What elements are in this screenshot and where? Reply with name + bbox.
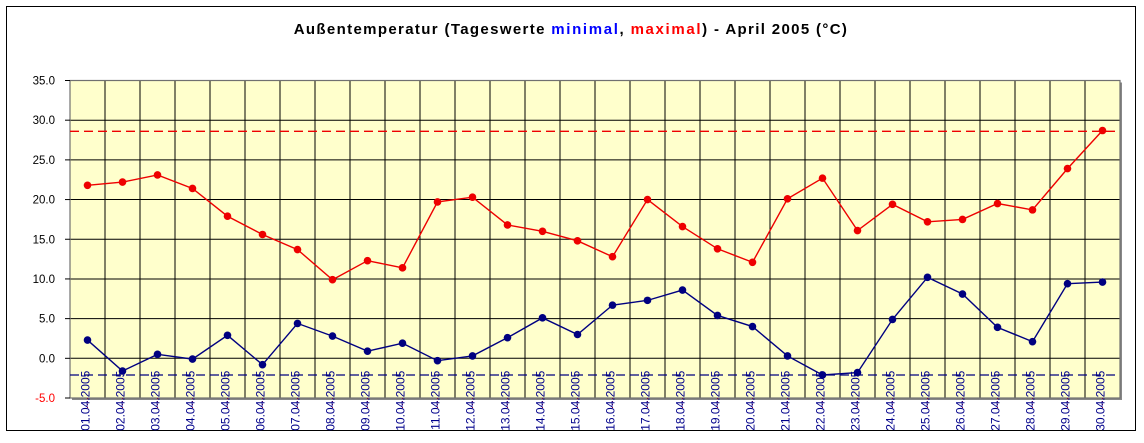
svg-text:02.04.2005: 02.04.2005 bbox=[114, 370, 128, 430]
svg-text:03.04.2005: 03.04.2005 bbox=[149, 370, 163, 430]
svg-text:25.04.2005: 25.04.2005 bbox=[919, 370, 933, 430]
svg-text:27.04.2005: 27.04.2005 bbox=[989, 370, 1003, 430]
svg-text:06.04.2005: 06.04.2005 bbox=[254, 370, 268, 430]
svg-text:10.0: 10.0 bbox=[33, 274, 55, 286]
svg-text:07.04.2005: 07.04.2005 bbox=[289, 370, 303, 430]
svg-text:20.04.2005: 20.04.2005 bbox=[744, 370, 758, 430]
svg-text:12.04.2005: 12.04.2005 bbox=[464, 370, 478, 430]
svg-text:35.0: 35.0 bbox=[33, 76, 55, 88]
svg-text:23.04.2005: 23.04.2005 bbox=[849, 370, 863, 430]
svg-text:28.04.2005: 28.04.2005 bbox=[1024, 370, 1038, 430]
svg-text:11.04.2005: 11.04.2005 bbox=[429, 370, 443, 429]
svg-text:05.04.2005: 05.04.2005 bbox=[219, 370, 233, 430]
svg-text:24.04.2005: 24.04.2005 bbox=[884, 370, 898, 430]
svg-text:04.04.2005: 04.04.2005 bbox=[184, 370, 198, 430]
svg-text:13.04.2005: 13.04.2005 bbox=[499, 370, 513, 430]
svg-text:16.04.2005: 16.04.2005 bbox=[604, 370, 618, 430]
svg-text:01.04.2005: 01.04.2005 bbox=[79, 370, 93, 430]
svg-text:17.04.2005: 17.04.2005 bbox=[639, 370, 653, 430]
svg-text:30.0: 30.0 bbox=[33, 115, 55, 127]
svg-text:15.04.2005: 15.04.2005 bbox=[569, 370, 583, 430]
svg-text:21.04.2005: 21.04.2005 bbox=[779, 370, 793, 430]
svg-text:18.04.2005: 18.04.2005 bbox=[674, 370, 688, 430]
svg-text:15.0: 15.0 bbox=[33, 234, 55, 246]
svg-text:22.04.2005: 22.04.2005 bbox=[814, 370, 828, 430]
svg-text:25.0: 25.0 bbox=[33, 155, 55, 167]
svg-text:20.0: 20.0 bbox=[33, 195, 55, 207]
svg-text:14.04.2005: 14.04.2005 bbox=[534, 370, 548, 430]
svg-text:10.04.2005: 10.04.2005 bbox=[394, 370, 408, 430]
svg-text:30.04.2005: 30.04.2005 bbox=[1094, 370, 1108, 430]
svg-text:09.04.2005: 09.04.2005 bbox=[359, 370, 373, 430]
svg-text:26.04.2005: 26.04.2005 bbox=[954, 370, 968, 430]
svg-text:29.04.2005: 29.04.2005 bbox=[1059, 370, 1073, 430]
svg-text:5.0: 5.0 bbox=[39, 314, 55, 326]
svg-text:-5.0: -5.0 bbox=[35, 393, 55, 405]
svg-text:19.04.2005: 19.04.2005 bbox=[709, 370, 723, 430]
svg-text:0.0: 0.0 bbox=[39, 353, 55, 365]
svg-text:08.04.2005: 08.04.2005 bbox=[324, 370, 338, 430]
